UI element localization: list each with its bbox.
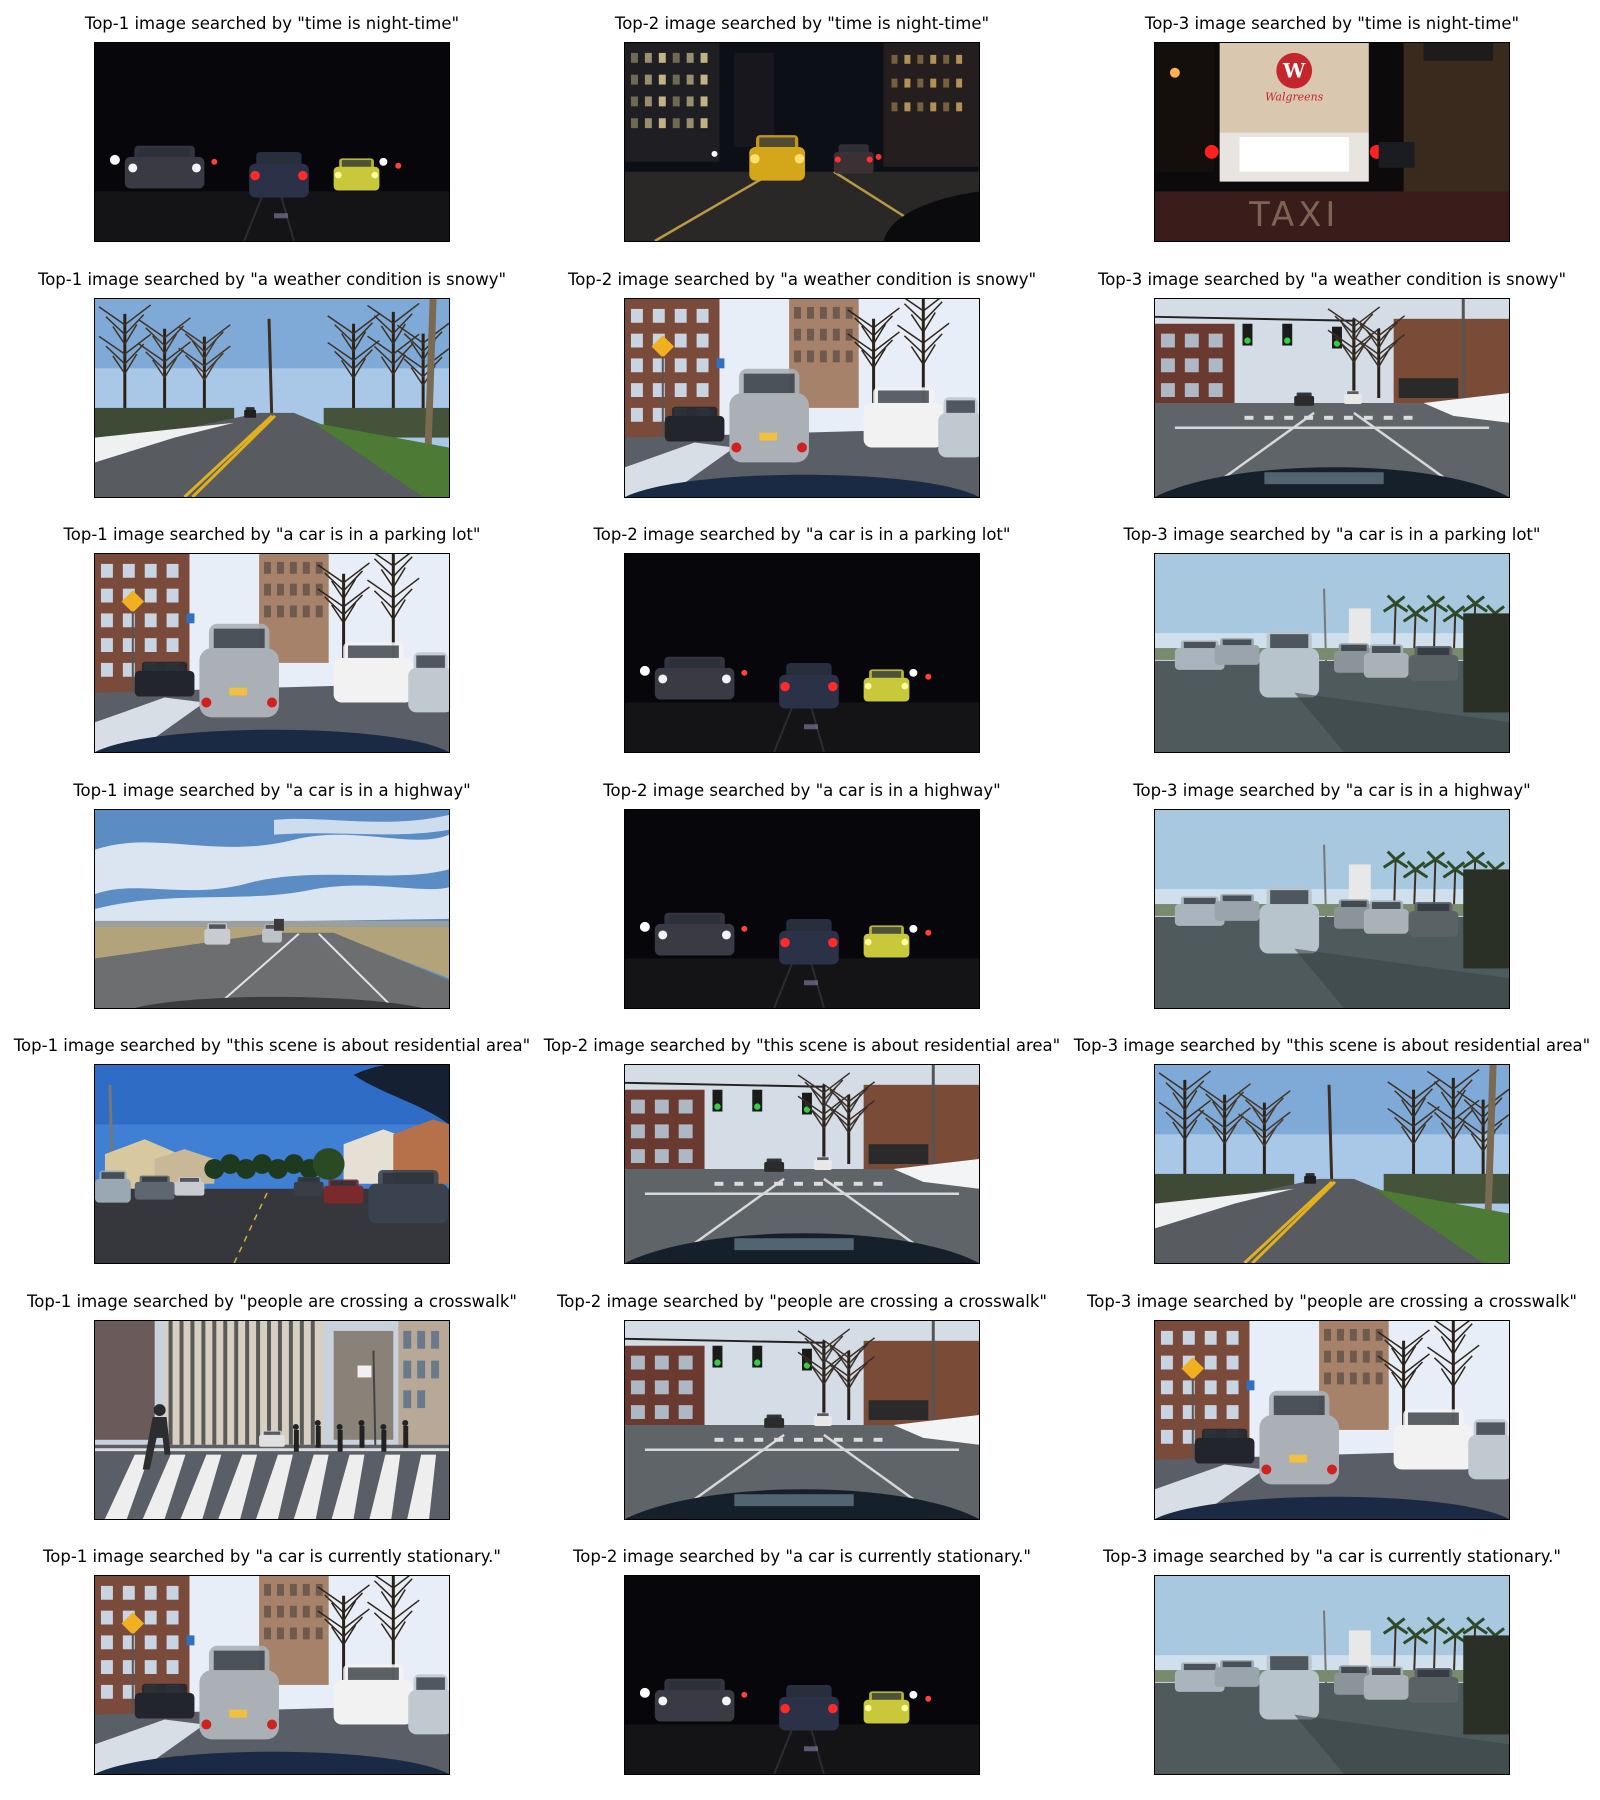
result-title: Top-1 image searched by "a car is in a p… xyxy=(63,525,481,544)
scene-night-traffic xyxy=(625,1576,979,1774)
result-thumbnail xyxy=(624,42,980,242)
scene-residential-street xyxy=(95,1065,449,1263)
svg-text:Walgreens: Walgreens xyxy=(1265,90,1324,103)
result-thumbnail xyxy=(94,1064,450,1264)
scene-parking-lot-palms xyxy=(1155,810,1509,1008)
result-title: Top-2 image searched by "a car is in a h… xyxy=(603,781,1001,800)
result-thumbnail xyxy=(94,1320,450,1520)
result-thumbnail: W Walgreens TAXI xyxy=(1154,42,1510,242)
scene-night-traffic xyxy=(625,810,979,1008)
scene-night-truck: W Walgreens TAXI xyxy=(1155,43,1509,241)
result-thumbnail xyxy=(624,1064,980,1264)
result-thumbnail xyxy=(1154,1575,1510,1775)
result-thumbnail xyxy=(1154,809,1510,1009)
result-thumbnail xyxy=(94,553,450,753)
scene-intersection-signals xyxy=(625,1321,979,1519)
result-thumbnail xyxy=(624,553,980,753)
result-title: Top-2 image searched by "time is night-t… xyxy=(614,14,990,33)
scene-night-traffic xyxy=(625,554,979,752)
result-title: Top-2 image searched by "a weather condi… xyxy=(567,270,1037,289)
scene-night-traffic xyxy=(95,43,449,241)
result-thumbnail xyxy=(624,298,980,498)
scene-snowy-road-trees xyxy=(95,299,449,497)
scene-snowy-city-street xyxy=(95,554,449,752)
result-title: Top-2 image searched by "a car is curren… xyxy=(573,1547,1031,1566)
result-thumbnail xyxy=(1154,298,1510,498)
result-title: Top-3 image searched by "people are cros… xyxy=(1086,1292,1578,1311)
result-thumbnail xyxy=(94,809,450,1009)
scene-highway-clouds xyxy=(95,810,449,1008)
result-title: Top-2 image searched by "people are cros… xyxy=(556,1292,1048,1311)
result-title: Top-3 image searched by "time is night-t… xyxy=(1144,14,1520,33)
scene-parking-lot-palms xyxy=(1155,1576,1509,1774)
scene-intersection-signals xyxy=(625,1065,979,1263)
result-title: Top-2 image searched by "a car is in a p… xyxy=(593,525,1011,544)
scene-intersection-signals xyxy=(1155,299,1509,497)
result-title: Top-1 image searched by "this scene is a… xyxy=(13,1036,531,1055)
result-title: Top-3 image searched by "a car is in a p… xyxy=(1123,525,1541,544)
result-title: Top-3 image searched by "this scene is a… xyxy=(1073,1036,1591,1055)
scene-snowy-city-street xyxy=(1155,1321,1509,1519)
result-thumbnail xyxy=(624,1575,980,1775)
result-thumbnail xyxy=(624,809,980,1009)
scene-snowy-road-trees xyxy=(1155,1065,1509,1263)
result-thumbnail xyxy=(94,298,450,498)
result-title: Top-1 image searched by "people are cros… xyxy=(26,1292,518,1311)
result-title: Top-3 image searched by "a car is in a h… xyxy=(1133,781,1531,800)
result-thumbnail xyxy=(1154,1064,1510,1264)
result-title: Top-1 image searched by "time is night-t… xyxy=(84,14,460,33)
svg-text:W: W xyxy=(1282,59,1306,83)
scene-snowy-city-street xyxy=(95,1576,449,1774)
svg-text:TAXI: TAXI xyxy=(1248,195,1339,234)
result-title: Top-3 image searched by "a car is curren… xyxy=(1103,1547,1561,1566)
scene-snowy-city-street xyxy=(625,299,979,497)
result-thumbnail xyxy=(624,1320,980,1520)
result-thumbnail xyxy=(94,42,450,242)
scene-parking-lot-palms xyxy=(1155,554,1509,752)
result-title: Top-1 image searched by "a weather condi… xyxy=(37,270,507,289)
result-title: Top-2 image searched by "this scene is a… xyxy=(543,1036,1061,1055)
result-thumbnail xyxy=(94,1575,450,1775)
result-title: Top-1 image searched by "a car is in a h… xyxy=(73,781,471,800)
scene-crosswalk-pedestrians xyxy=(95,1321,449,1519)
scene-night-city-taxi xyxy=(625,43,979,241)
result-title: Top-1 image searched by "a car is curren… xyxy=(43,1547,501,1566)
result-thumbnail xyxy=(1154,553,1510,753)
result-title: Top-3 image searched by "a weather condi… xyxy=(1097,270,1567,289)
result-thumbnail xyxy=(1154,1320,1510,1520)
